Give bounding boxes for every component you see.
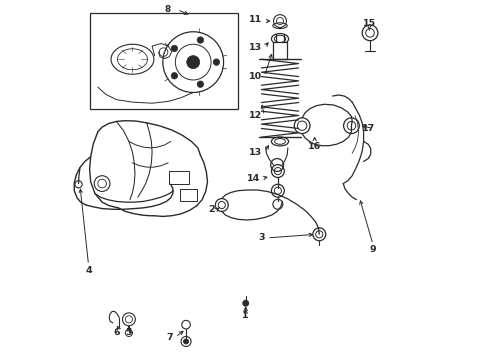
- Bar: [169, 171, 189, 184]
- Text: 14: 14: [247, 174, 260, 183]
- Bar: [180, 189, 197, 202]
- Bar: [90, 13, 238, 109]
- Circle shape: [197, 81, 203, 87]
- Text: 12: 12: [249, 111, 262, 120]
- Circle shape: [171, 73, 178, 79]
- Bar: [273, 42, 287, 59]
- Text: 13: 13: [249, 148, 262, 157]
- Text: 4: 4: [85, 266, 92, 275]
- Text: 8: 8: [164, 5, 170, 14]
- Circle shape: [243, 300, 248, 306]
- Circle shape: [187, 56, 199, 68]
- Circle shape: [197, 37, 203, 43]
- Circle shape: [171, 45, 178, 52]
- Text: 16: 16: [308, 141, 321, 150]
- Text: 1: 1: [243, 311, 249, 320]
- Text: 2: 2: [208, 205, 215, 214]
- Circle shape: [213, 59, 220, 65]
- Text: 10: 10: [249, 72, 262, 81]
- Text: 11: 11: [249, 15, 262, 24]
- Circle shape: [184, 339, 189, 344]
- Text: 3: 3: [258, 233, 265, 242]
- Text: 5: 5: [125, 328, 132, 337]
- Text: 9: 9: [369, 245, 376, 254]
- Text: 6: 6: [114, 328, 121, 337]
- Text: 13: 13: [249, 42, 262, 51]
- Text: 7: 7: [166, 333, 173, 342]
- Text: 17: 17: [362, 124, 375, 133]
- Text: 15: 15: [363, 19, 376, 28]
